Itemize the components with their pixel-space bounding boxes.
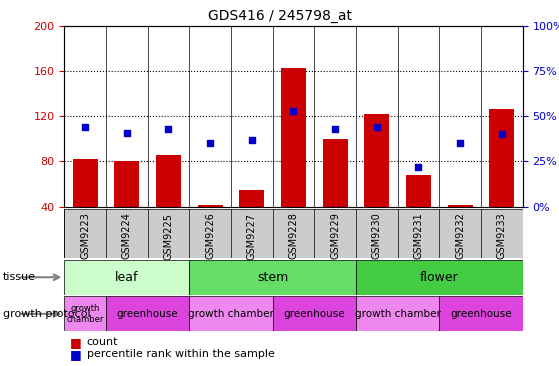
Text: GSM9232: GSM9232 — [455, 213, 465, 259]
Text: count: count — [87, 337, 118, 347]
Text: tissue: tissue — [3, 272, 36, 282]
Text: growth chamber: growth chamber — [355, 309, 440, 319]
FancyBboxPatch shape — [190, 296, 273, 331]
Point — [164, 126, 173, 132]
Bar — [73, 159, 98, 207]
Point — [414, 164, 423, 170]
Text: GDS416 / 245798_at: GDS416 / 245798_at — [207, 9, 352, 23]
Text: GSM9231: GSM9231 — [414, 213, 424, 259]
Text: ■: ■ — [70, 336, 82, 349]
FancyBboxPatch shape — [356, 296, 439, 331]
Text: growth protocol: growth protocol — [3, 309, 91, 319]
Text: greenhouse: greenhouse — [283, 309, 345, 319]
Text: greenhouse: greenhouse — [450, 309, 512, 319]
FancyBboxPatch shape — [273, 296, 356, 331]
Text: GSM9233: GSM9233 — [497, 213, 507, 259]
Point — [206, 141, 215, 146]
Bar — [448, 205, 473, 207]
Point — [372, 124, 381, 130]
Text: GSM9223: GSM9223 — [80, 213, 90, 259]
Bar — [323, 139, 348, 207]
FancyBboxPatch shape — [106, 296, 190, 331]
Text: flower: flower — [420, 271, 459, 284]
Text: GSM9228: GSM9228 — [288, 213, 299, 259]
Text: ■: ■ — [70, 348, 82, 361]
Point — [456, 141, 465, 146]
FancyBboxPatch shape — [190, 260, 356, 295]
Text: leaf: leaf — [115, 271, 139, 284]
Bar — [489, 109, 514, 207]
Bar — [198, 205, 222, 207]
Text: GSM9230: GSM9230 — [372, 213, 382, 259]
FancyBboxPatch shape — [64, 296, 106, 331]
Text: growth chamber: growth chamber — [188, 309, 274, 319]
FancyBboxPatch shape — [64, 209, 523, 258]
Bar — [281, 67, 306, 207]
Text: GSM9229: GSM9229 — [330, 213, 340, 259]
Point — [247, 137, 256, 143]
Text: greenhouse: greenhouse — [117, 309, 178, 319]
Bar — [406, 175, 431, 207]
Point — [331, 126, 340, 132]
FancyBboxPatch shape — [64, 260, 190, 295]
Point — [80, 124, 89, 130]
Point — [498, 131, 506, 137]
Text: GSM9226: GSM9226 — [205, 213, 215, 259]
Bar — [156, 155, 181, 207]
Bar — [114, 161, 139, 207]
Bar — [239, 190, 264, 207]
Text: GSM9225: GSM9225 — [163, 213, 173, 259]
Text: stem: stem — [257, 271, 288, 284]
Text: GSM9227: GSM9227 — [247, 213, 257, 259]
Text: GSM9224: GSM9224 — [122, 213, 132, 259]
Point — [289, 108, 298, 114]
FancyBboxPatch shape — [439, 296, 523, 331]
Point — [122, 130, 131, 135]
Text: growth
chamber: growth chamber — [67, 304, 104, 324]
Bar — [364, 114, 389, 207]
FancyBboxPatch shape — [356, 260, 523, 295]
Text: percentile rank within the sample: percentile rank within the sample — [87, 349, 274, 359]
